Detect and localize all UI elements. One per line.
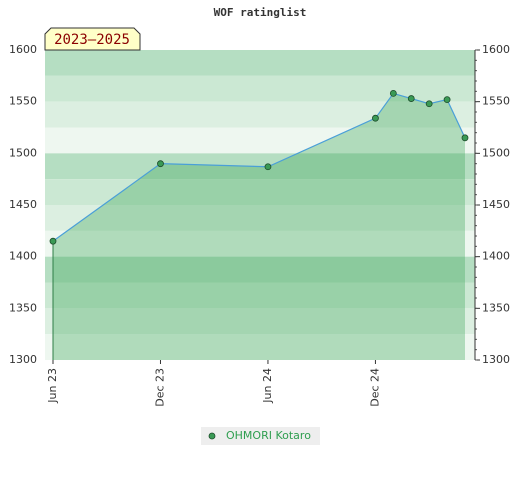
point (157, 160, 164, 168)
band (45, 101, 475, 128)
band (45, 282, 475, 309)
point (389, 90, 397, 97)
band (45, 334, 475, 360)
band (45, 230, 475, 257)
band (45, 256, 475, 283)
legend-label: OHMORI Kotaro (226, 429, 311, 442)
y2-tick-label: 1350 (482, 301, 510, 314)
x-tick-label: Jun 24 (261, 368, 274, 404)
band (45, 127, 475, 154)
annotation: 2023–2025 (54, 32, 130, 48)
y-tick-label: 1500 (9, 146, 37, 159)
legend-marker (208, 432, 216, 440)
y2-tick-label: 1550 (482, 95, 510, 108)
point (264, 163, 272, 171)
band (45, 50, 475, 76)
y-tick-label: 1550 (9, 95, 37, 108)
x-tick-label: Dec 23 (153, 368, 166, 407)
y2-tick-label: 1300 (482, 353, 510, 366)
y-tick-label: 1400 (9, 250, 37, 263)
point (407, 95, 415, 102)
y2-tick-label: 1600 (482, 43, 510, 56)
badge (44, 27, 141, 51)
y-tick-label: 1300 (9, 353, 37, 366)
legend-box (201, 427, 320, 445)
area (53, 93, 465, 361)
point (443, 96, 451, 103)
y2-tick-label: 1450 (482, 198, 510, 211)
point (49, 237, 57, 245)
band (45, 75, 475, 102)
y-tick-label: 1450 (9, 198, 37, 211)
y-tick-label: 1350 (9, 301, 37, 314)
y2-tick-label: 1500 (482, 146, 510, 159)
point (461, 134, 469, 142)
point (372, 114, 379, 122)
band (45, 179, 475, 205)
chart-title: WOF ratinglist (214, 6, 307, 19)
x-tick-label: Jun 23 (46, 368, 59, 404)
y2-tick-label: 1400 (482, 250, 510, 263)
point (425, 100, 433, 108)
x-tick-label: Dec 24 (368, 368, 381, 407)
band (45, 308, 475, 335)
band (45, 205, 475, 231)
y-tick-label: 1600 (9, 43, 37, 56)
